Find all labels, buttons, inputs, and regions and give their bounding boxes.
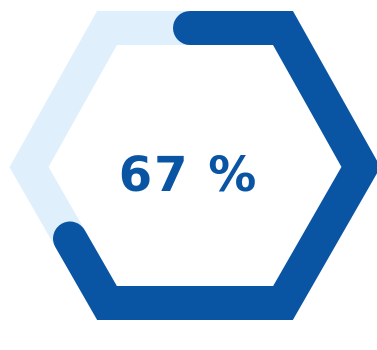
- hexagon-progress-widget: 67 %: [9, 11, 377, 320]
- progress-fill: [53, 11, 377, 320]
- hexagon-progress-ring: [9, 11, 377, 320]
